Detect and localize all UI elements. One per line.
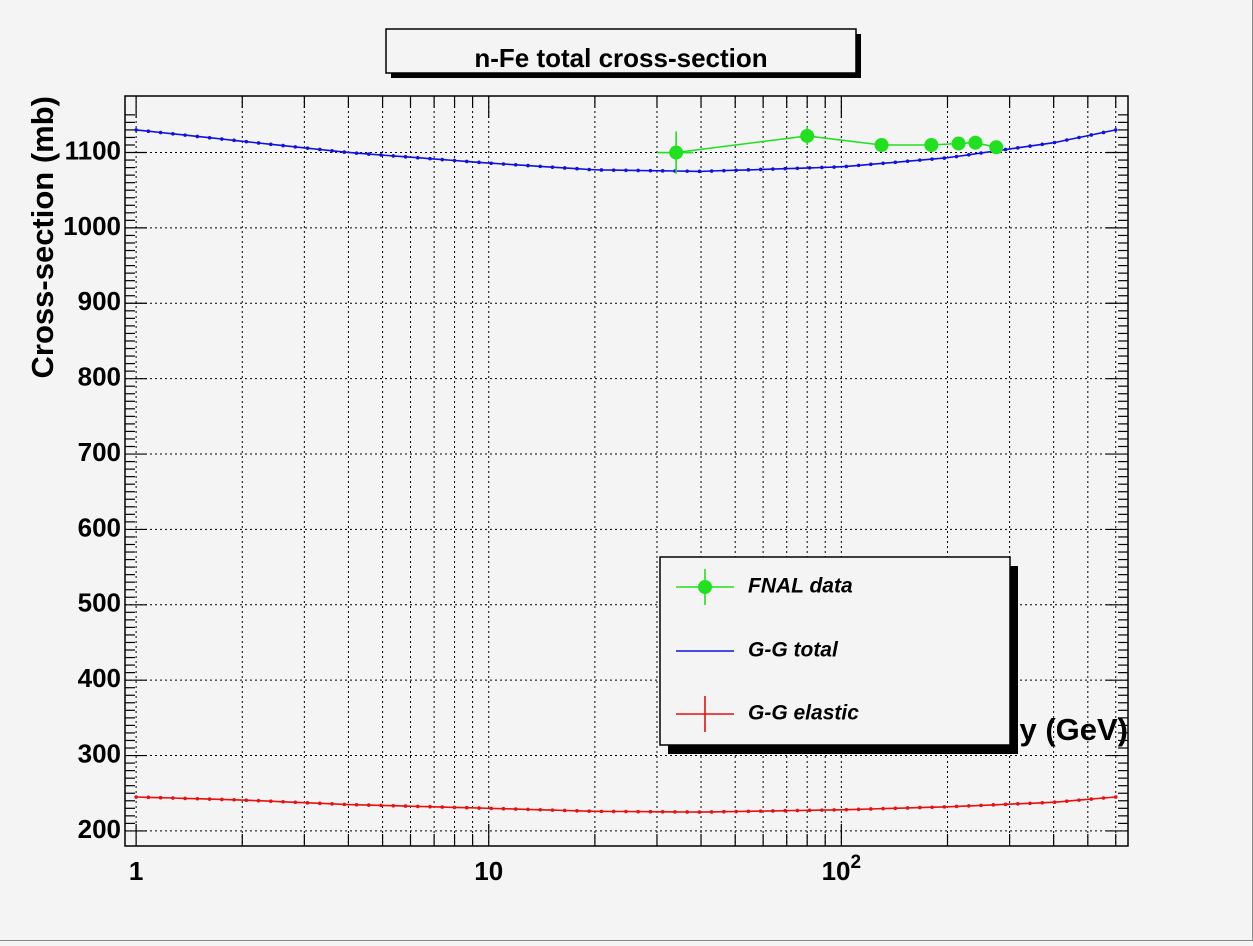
legend-item: FNAL data <box>676 569 853 605</box>
series-fnal-data <box>656 126 1004 174</box>
legend-label: FNAL data <box>748 575 853 598</box>
legend-item: G-G elastic <box>676 696 859 732</box>
plot-frame <box>124 95 1129 847</box>
curve-line <box>136 129 1116 173</box>
y-tick-label: 800 <box>78 362 121 392</box>
legend-marker <box>698 580 712 594</box>
chart-title: n-Fe total cross-section <box>474 43 767 73</box>
y-tick-label: 700 <box>78 437 121 467</box>
legend: FNAL data G-G total G-G elastic <box>659 556 1018 754</box>
legend-label: G-G total <box>748 639 839 662</box>
legend-label: G-G elastic <box>748 702 859 725</box>
y-tick-label: 300 <box>78 738 121 768</box>
series-g-g-elastic <box>134 795 1118 814</box>
x-tick-label: 10 <box>474 856 503 886</box>
axis-ticks <box>125 96 1128 846</box>
fnal-line <box>675 135 997 154</box>
y-tick-label: 500 <box>78 588 121 618</box>
fnal-point <box>924 137 939 152</box>
series-g-g-total <box>134 128 1118 174</box>
x-tick-label: 1 <box>129 856 143 886</box>
title-box: n-Fe total cross-section <box>385 28 861 78</box>
fnal-point <box>800 128 815 143</box>
y-tick-label: 900 <box>78 286 121 316</box>
curve-line <box>136 796 1116 813</box>
tick-labels: 200 300 400 500 600 700 800 900 1000 1100 1 10 102 <box>63 135 861 886</box>
fnal-point <box>951 136 966 151</box>
y-tick-label: 400 <box>78 663 121 693</box>
legend-item: G-G total <box>676 639 839 662</box>
y-tick-label: 1100 <box>65 135 121 165</box>
y-axis-title: Cross-section (mb) <box>25 96 60 378</box>
fnal-point <box>874 137 889 152</box>
fnal-point <box>968 135 983 150</box>
fnal-point <box>669 145 684 160</box>
curve-marker <box>1113 795 1118 799</box>
fnal-point <box>989 140 1004 155</box>
grid <box>125 96 1128 846</box>
series-layer <box>134 126 1118 814</box>
y-tick-label: 1000 <box>63 211 121 241</box>
x-tick-label-exponent: 2 <box>851 852 862 873</box>
x-tick-label: 102 <box>822 852 862 886</box>
y-tick-label: 600 <box>78 512 121 542</box>
y-tick-label: 200 <box>78 814 121 844</box>
